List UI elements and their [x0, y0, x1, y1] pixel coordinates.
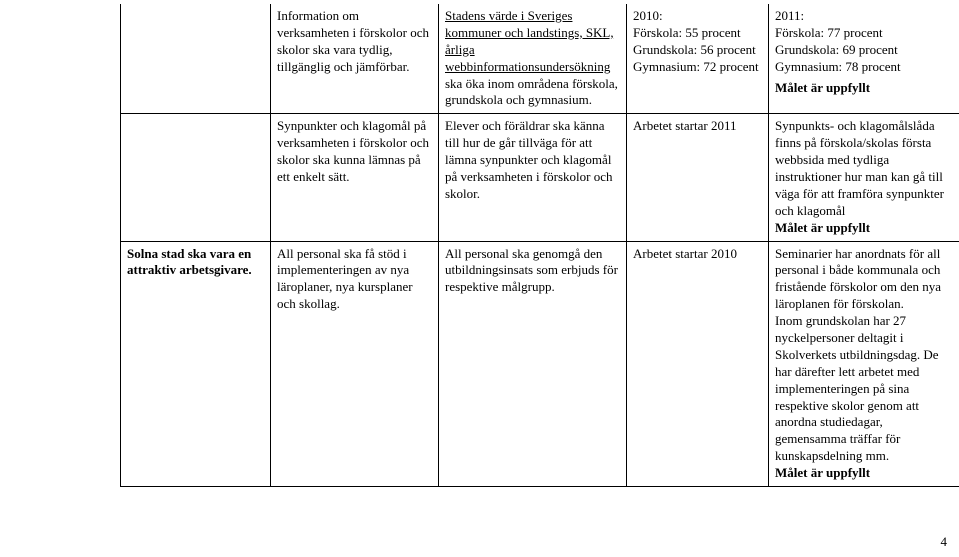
goals-table: Information om verksamheten i förskolor … [120, 4, 959, 487]
status-text: Målet är uppfyllt [775, 80, 870, 95]
page-number: 4 [941, 534, 948, 551]
year-title: 2010: [633, 8, 663, 23]
table-row: Solna stad ska vara en attraktiv arbetsg… [121, 241, 959, 486]
cell-r1c1 [121, 4, 271, 114]
underlined-text: Stadens värde i Sveriges kommuner och la… [445, 8, 614, 74]
result-text: Seminarier har anordnats för all persona… [775, 246, 941, 464]
cell-r3c3: All personal ska genomgå den utbildnings… [439, 241, 627, 486]
cell-r2c1 [121, 114, 271, 241]
stat-line: Gymnasium: 78 procent [775, 59, 901, 74]
stat-line: Förskola: 77 procent [775, 25, 883, 40]
stat-line: Grundskola: 69 procent [775, 42, 898, 57]
status-text: Målet är uppfyllt [775, 220, 870, 235]
cell-r2c3: Elever och föräldrar ska känna till hur … [439, 114, 627, 241]
stat-line: Gymnasium: 72 procent [633, 59, 759, 74]
cell-r3c5: Seminarier har anordnats för all persona… [769, 241, 959, 486]
cell-r1c4: 2010: Förskola: 55 procent Grundskola: 5… [627, 4, 769, 114]
cell-r3c2: All personal ska få stöd i implementerin… [271, 241, 439, 486]
cell-r3c4: Arbetet startar 2010 [627, 241, 769, 486]
cell-r2c5: Synpunkts- och klagomålslåda finns på fö… [769, 114, 959, 241]
plain-text: ska öka inom områdena förskola, grundsko… [445, 76, 618, 108]
cell-r1c2: Information om verksamheten i förskolor … [271, 4, 439, 114]
cell-r1c3: Stadens värde i Sveriges kommuner och la… [439, 4, 627, 114]
cell-r2c2: Synpunkter och klagomål på verksamheten … [271, 114, 439, 241]
result-text: Synpunkts- och klagomålslåda finns på fö… [775, 118, 944, 217]
document-page: Information om verksamheten i förskolor … [0, 0, 959, 557]
year-title: 2011: [775, 8, 804, 23]
stat-line: Förskola: 55 procent [633, 25, 741, 40]
table-row: Synpunkter och klagomål på verksamheten … [121, 114, 959, 241]
cell-r1c5: 2011: Förskola: 77 procent Grundskola: 6… [769, 4, 959, 114]
cell-r3c1: Solna stad ska vara en attraktiv arbetsg… [121, 241, 271, 486]
status-text: Målet är uppfyllt [775, 465, 870, 480]
table-row: Information om verksamheten i förskolor … [121, 4, 959, 114]
cell-r2c4: Arbetet startar 2011 [627, 114, 769, 241]
stat-line: Grundskola: 56 procent [633, 42, 756, 57]
